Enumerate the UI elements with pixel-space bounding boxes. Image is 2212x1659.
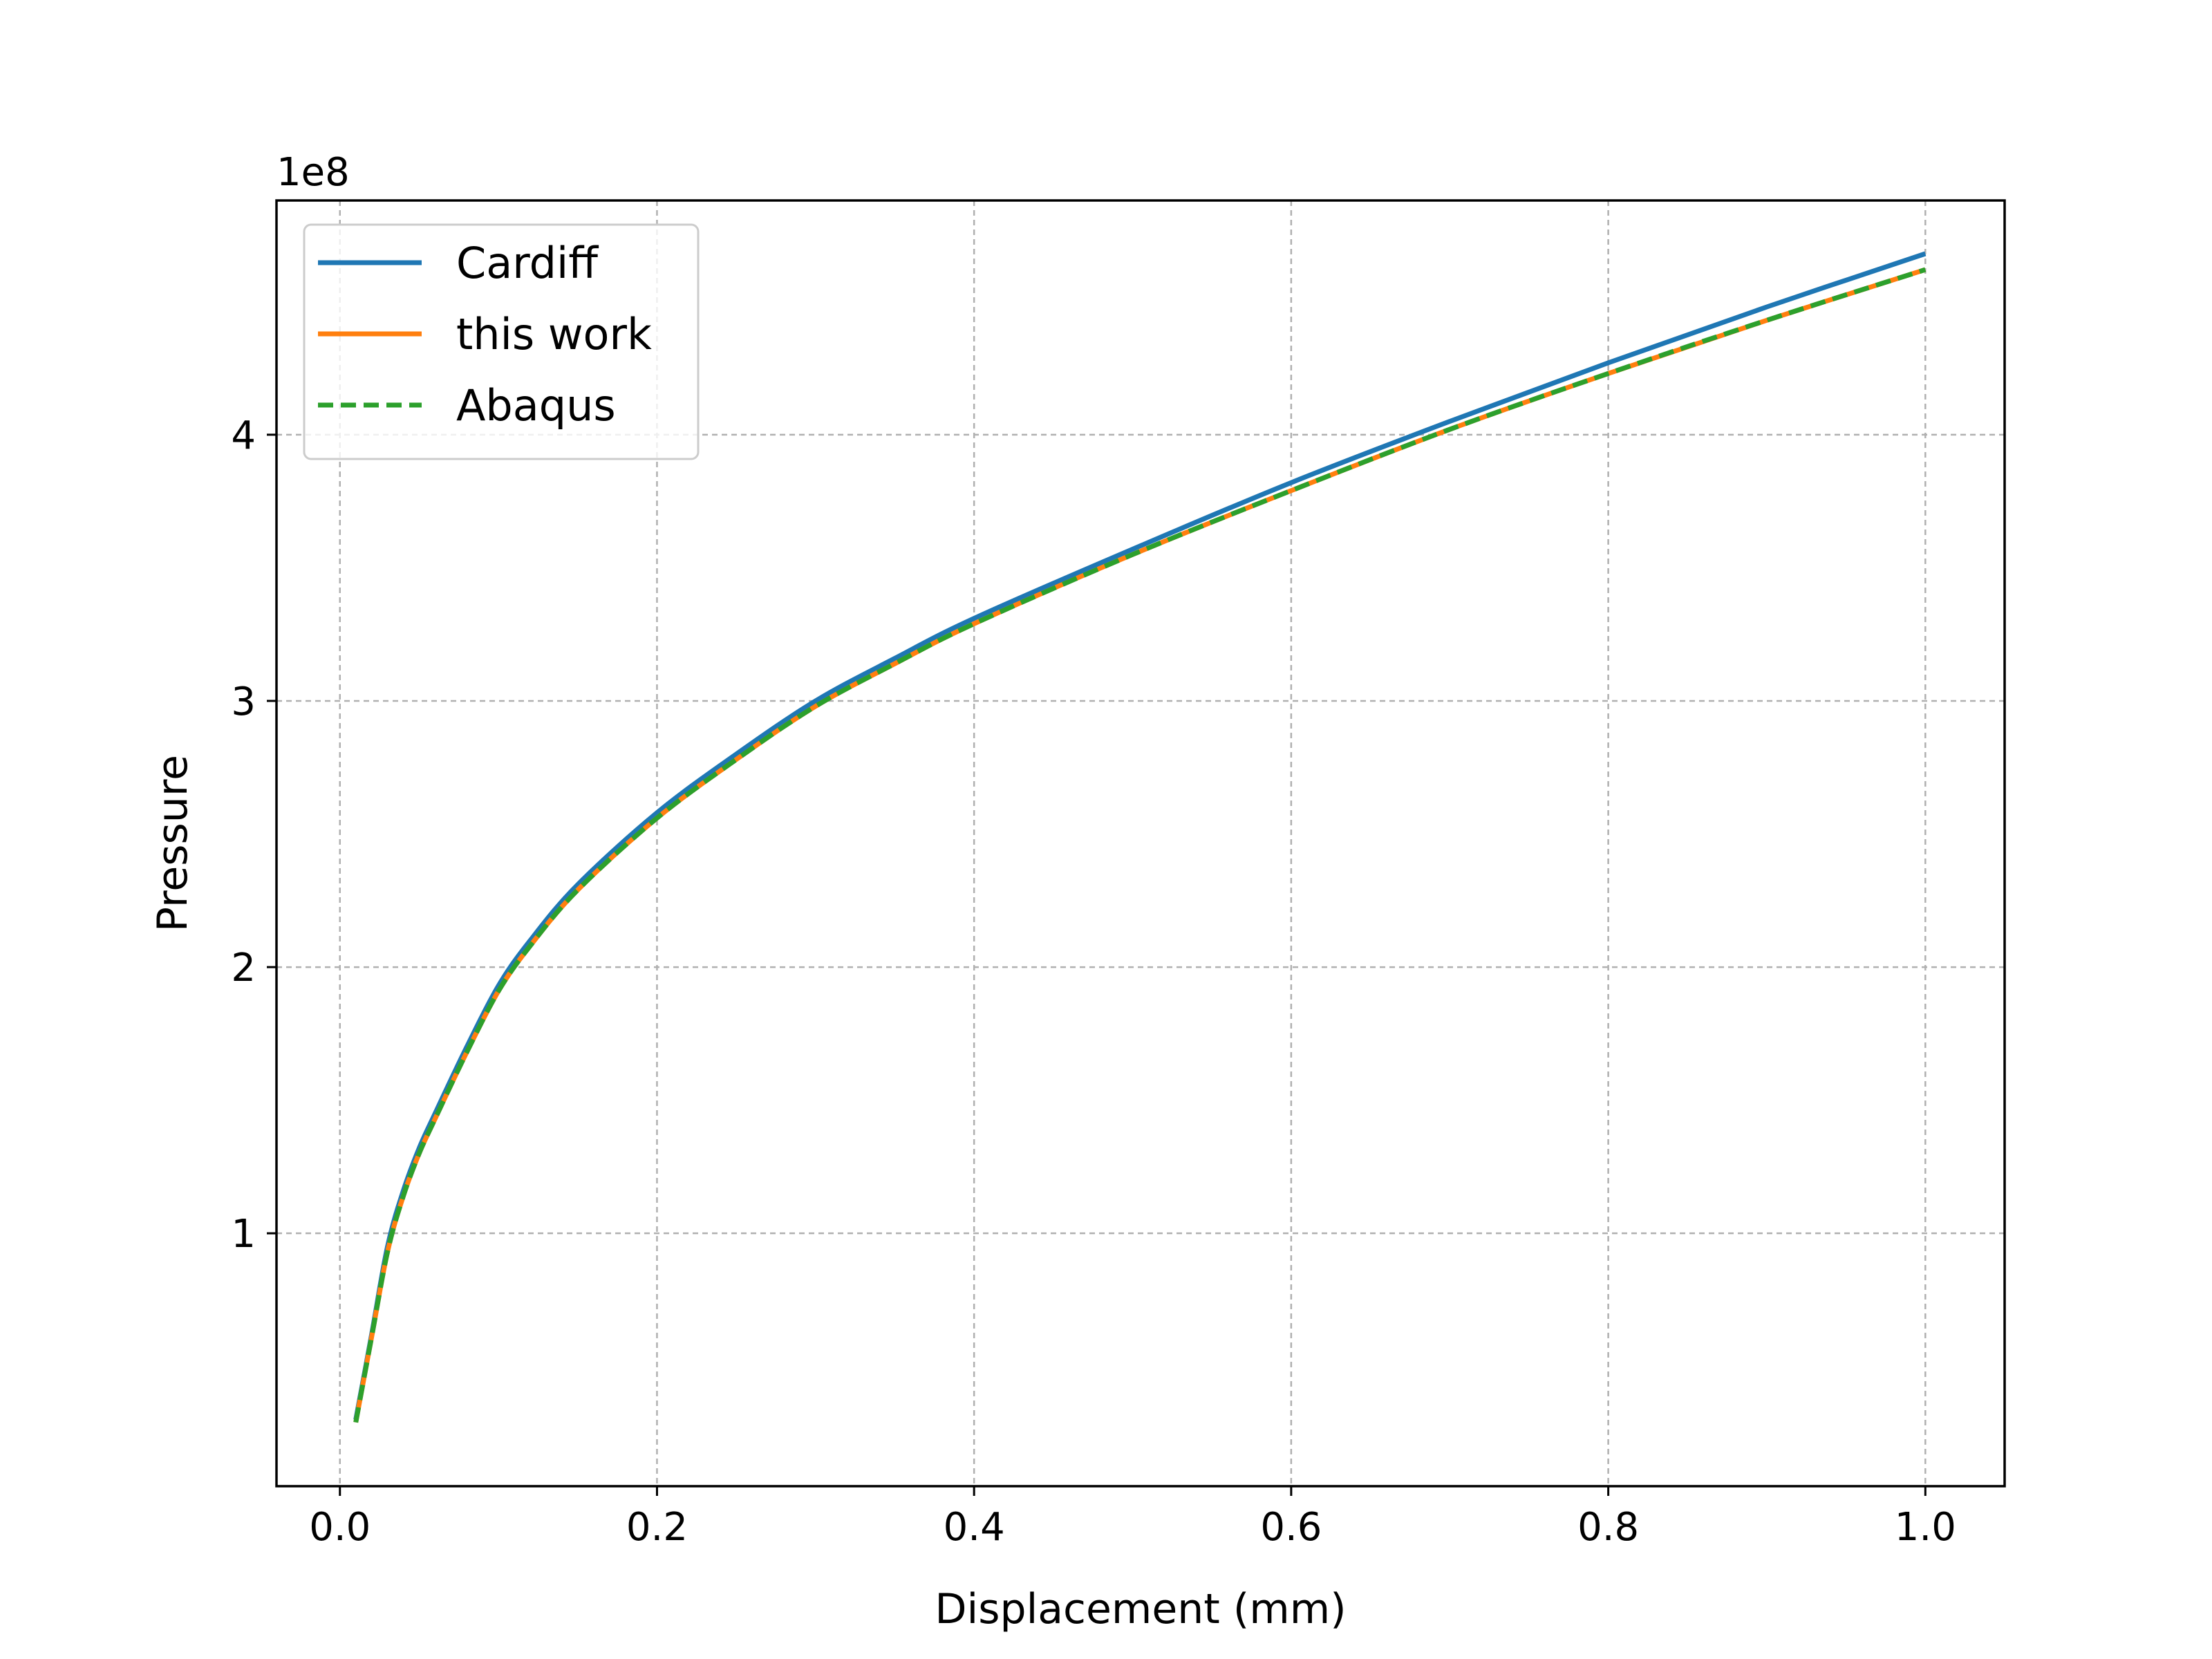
series-line-abaqus — [353, 267, 1927, 1423]
y-tick-label: 1 — [231, 1212, 256, 1257]
legend-box — [303, 223, 700, 460]
x-tick-label: 0.2 — [626, 1505, 688, 1550]
y-tick-label: 2 — [231, 946, 256, 991]
x-tick-label: 0.8 — [1577, 1505, 1639, 1550]
y-tick-label: 4 — [231, 413, 256, 458]
axis-ticks: 0.0 0.2 0.4 0.6 0.8 1.0 1 2 3 4 — [231, 413, 1956, 1550]
legend-entry-label: this work — [456, 309, 652, 359]
x-axis-label: Displacement (mm) — [935, 1585, 1346, 1633]
axes-frame — [275, 199, 2006, 1488]
plot-series — [353, 251, 1927, 1423]
y-tick-label: 3 — [231, 679, 256, 724]
legend-entry-label: Abaqus — [456, 380, 616, 431]
legend: Cardiff this work Abaqus — [303, 223, 700, 460]
y-axis-offset-label: 1e8 — [276, 150, 350, 195]
x-tick-label: 1.0 — [1895, 1505, 1956, 1550]
x-tick-label: 0.6 — [1260, 1505, 1322, 1550]
x-tick-label: 0.0 — [309, 1505, 371, 1550]
x-tick-label: 0.4 — [944, 1505, 1005, 1550]
y-axis-label: Pressure — [149, 755, 197, 932]
legend-entry-label: Cardiff — [456, 238, 599, 288]
